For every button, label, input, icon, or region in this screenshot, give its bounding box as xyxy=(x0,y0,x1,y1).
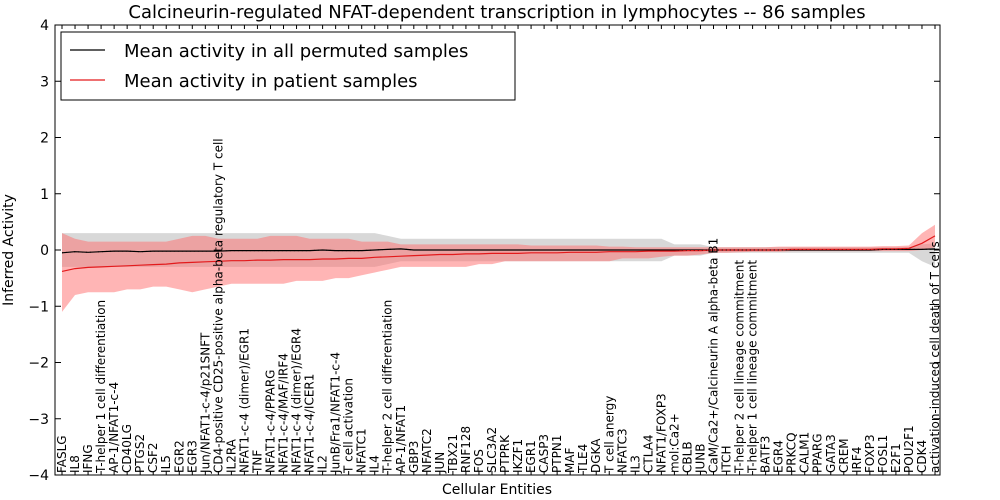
x-tick-label: DGKA xyxy=(589,438,603,473)
x-axis-label: Cellular Entities xyxy=(442,482,552,498)
x-tick-label: SLC3A2 xyxy=(485,427,499,473)
x-tick-label: IL2RA xyxy=(224,438,238,473)
x-tick-label: NFAT1-c-4/MAF/IRF4 xyxy=(277,353,291,473)
x-tick-label: TNF xyxy=(250,450,264,474)
x-tick-label: JUN xyxy=(433,452,447,474)
legend-box xyxy=(60,31,516,101)
x-tick-label: JUNB xyxy=(694,444,708,475)
x-tick-label: EGR2 xyxy=(172,440,186,473)
x-tick-label: NFAT1-c-4 (dimer)/EGR1 xyxy=(237,328,251,473)
x-tick-label: T cell activation xyxy=(342,378,356,474)
x-tick-label: POU2F1 xyxy=(902,425,916,473)
x-tick-label: FOSL1 xyxy=(876,435,890,473)
chart-title: Calcineurin-regulated NFAT-dependent tra… xyxy=(128,2,865,23)
x-tick-label: CaM/Ca2+/Calcineurin A alpha-beta B1 xyxy=(707,238,721,473)
confidence-band-patient xyxy=(62,224,935,312)
x-tick-label: AP-1/NFAT1 xyxy=(394,405,408,473)
x-tick-label: IFNG xyxy=(81,444,95,473)
x-tick-label: CREM xyxy=(837,438,851,473)
x-tick-label: TLE4 xyxy=(576,444,590,474)
y-tick-label: −3 xyxy=(28,412,49,428)
legend: Mean activity in all permuted samples Me… xyxy=(60,31,516,101)
x-tick-label: PTGS2 xyxy=(133,434,147,473)
x-tick-label: NFAT1-c-4 (dimer)/EGR4 xyxy=(290,328,304,473)
y-tick-label: 1 xyxy=(40,187,49,203)
x-tick-label: NFATC3 xyxy=(615,428,629,473)
x-tick-label: T-helper 1 cell lineage commitment xyxy=(746,260,760,474)
x-tick-label: JunB/Fra1/NFAT1-c-4 xyxy=(329,352,343,474)
x-tick-label: PPARG xyxy=(811,433,825,473)
x-tick-label: NFAT1-c-4/ICER1 xyxy=(303,374,317,473)
x-tick-label: EGR4 xyxy=(772,440,786,473)
x-tick-label: FOS xyxy=(472,449,486,473)
x-tick-label: GBP3 xyxy=(407,441,421,473)
x-tick-label: PTPRK xyxy=(498,434,512,473)
legend-label-permuted: Mean activity in all permuted samples xyxy=(124,41,468,62)
x-tick-label: Jun/NFAT1-c-4/p21SNFT xyxy=(198,332,212,474)
x-tick-label: PRKCQ xyxy=(785,432,799,473)
x-tick-label: MAF xyxy=(563,447,577,473)
x-tick-label: NFAT1/FOXP3 xyxy=(654,393,668,473)
x-tick-label: IKZF1 xyxy=(511,439,525,473)
y-tick-label: 2 xyxy=(40,131,49,147)
y-tick-label: −1 xyxy=(28,299,49,315)
series-lines xyxy=(61,235,936,272)
y-tick-label: −4 xyxy=(28,468,49,484)
x-tick-label: CD4-positive CD25-positive alpha-beta re… xyxy=(211,138,225,473)
x-tick-label: EGR1 xyxy=(524,440,538,473)
x-axis: FASLG IL8 IFNG T-helper 1 cell differentiat… xyxy=(55,25,942,475)
y-tick-label: 3 xyxy=(40,74,49,90)
x-tick-label: CALM1 xyxy=(798,432,812,473)
series-line-permuted-dots xyxy=(61,248,936,254)
x-tick-label: NFATC2 xyxy=(420,428,434,473)
x-tick-label: PTPN1 xyxy=(550,435,564,473)
y-tick-label: 0 xyxy=(40,243,49,259)
x-tick-label: T-helper 1 cell differentiation xyxy=(94,300,108,474)
confidence-bands xyxy=(62,224,935,312)
x-tick-label: CTLA4 xyxy=(641,434,655,473)
x-tick-label: T-helper 2 cell lineage commitment xyxy=(733,260,747,474)
x-tick-label: IRF4 xyxy=(850,447,864,473)
x-tick-label: RNF128 xyxy=(459,426,473,473)
x-tick-label: E2F1 xyxy=(889,443,903,473)
x-tick-label: GATA3 xyxy=(824,434,838,473)
x-tick-label: activation-induced cell death of T cells xyxy=(928,241,942,473)
x-tick-label: TBX21 xyxy=(446,434,460,474)
x-tick-label: ITCH xyxy=(720,445,734,473)
x-tick-label: IL8 xyxy=(68,455,82,473)
y-axis: −4 −3 −2 −1 0 1 2 3 4 xyxy=(28,18,940,484)
x-tick-label: CD40LG xyxy=(120,424,134,473)
x-tick-label: IL5 xyxy=(159,455,173,473)
legend-label-patient: Mean activity in patient samples xyxy=(124,71,418,92)
x-tick-label: IL3 xyxy=(628,455,642,473)
x-tick-label: IL4 xyxy=(368,455,382,473)
y-tick-label: −2 xyxy=(28,356,49,372)
y-tick-label: 4 xyxy=(40,18,49,34)
x-tick-label: IL2 xyxy=(316,455,330,473)
x-tick-label: mol:Ca2+ xyxy=(667,413,681,473)
x-tick-label: CASP3 xyxy=(537,434,551,473)
x-tick-label: BATF3 xyxy=(759,436,773,473)
y-axis-label: Inferred Activity xyxy=(1,194,17,306)
series-line-patient xyxy=(61,235,936,272)
x-tick-label: EGR3 xyxy=(185,440,199,473)
x-tick-label: CBLB xyxy=(680,441,694,473)
x-tick-label: NFAT1-c-4/PPARG xyxy=(264,370,278,474)
x-tick-label: AP-1/NFAT1-c-4 xyxy=(107,382,121,473)
x-tick-label: FASLG xyxy=(55,435,69,473)
x-tick-label: T-helper 2 cell differentiation xyxy=(381,300,395,474)
x-tick-label: FOXP3 xyxy=(863,434,877,473)
x-tick-label: NFATC1 xyxy=(355,428,369,473)
x-tick-label: CDK4 xyxy=(915,440,929,473)
x-tick-label: T cell anergy xyxy=(602,396,616,474)
x-tick-label: CSF2 xyxy=(146,442,160,473)
